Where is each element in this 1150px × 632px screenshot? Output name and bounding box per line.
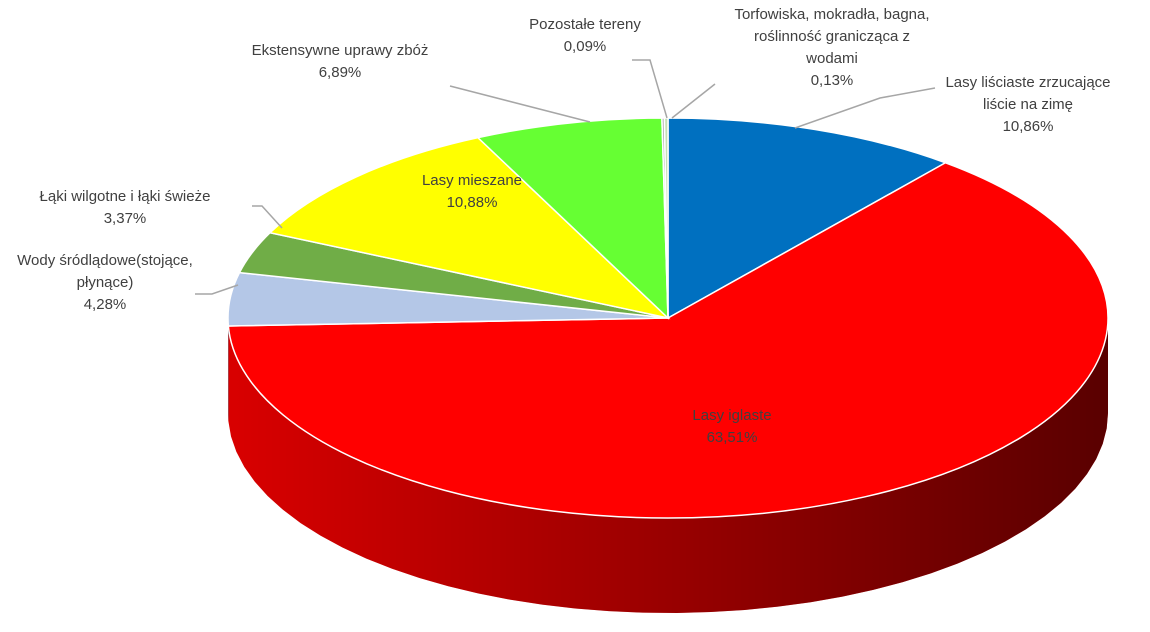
leader-line: [632, 59, 668, 119]
label-value: 10,86%: [1002, 118, 1054, 135]
label-value: 63,51%: [706, 429, 758, 446]
side-shade: [228, 318, 1109, 613]
slice: [268, 136, 671, 320]
data-label: Łąki wilgotne i łąki świeże 3,37%: [0, 186, 250, 230]
data-label: Torfowiska, mokradła, bagna, roślinność …: [732, 4, 932, 92]
slice: [663, 117, 669, 319]
label-value: 0,09%: [563, 38, 607, 55]
label-name: Wody śródlądowe(stojące, płynące): [17, 252, 193, 291]
leader-line: [449, 85, 591, 123]
label-value: 0,13%: [810, 72, 854, 89]
label-value: 3,37%: [103, 210, 147, 227]
label-name: Lasy mieszane: [421, 172, 523, 189]
leader-line: [195, 284, 239, 295]
label-name: Lasy iglaste: [692, 407, 772, 424]
label-name: Ekstensywne uprawy zbóż: [251, 42, 429, 59]
data-label: Lasy liściaste zrzucające liście na zimę…: [928, 72, 1128, 138]
data-label: Pozostałe tereny 0,09%: [510, 14, 660, 58]
label-value: 10,88%: [446, 194, 498, 211]
data-label: Lasy iglaste 63,51%: [632, 405, 832, 449]
label-name: Łąki wilgotne i łąki świeże: [39, 188, 211, 205]
slice: [227, 161, 1109, 519]
leader-line: [252, 205, 283, 229]
label-value: 4,28%: [83, 296, 127, 313]
leader-line: [794, 87, 936, 129]
leader-line: [671, 83, 716, 119]
label-name: Lasy liściaste zrzucające liście na zimę: [945, 74, 1111, 113]
slice: [667, 117, 948, 320]
slice: [476, 117, 669, 320]
data-label: Ekstensywne uprawy zbóż 6,89%: [235, 40, 445, 84]
label-name: Torfowiska, mokradła, bagna, roślinność …: [734, 6, 930, 67]
label-name: Pozostałe tereny: [529, 16, 641, 33]
label-value: 6,89%: [318, 64, 362, 81]
data-label: Wody śródlądowe(stojące, płynące) 4,28%: [15, 250, 195, 316]
data-label: Lasy mieszane 10,88%: [392, 170, 552, 214]
